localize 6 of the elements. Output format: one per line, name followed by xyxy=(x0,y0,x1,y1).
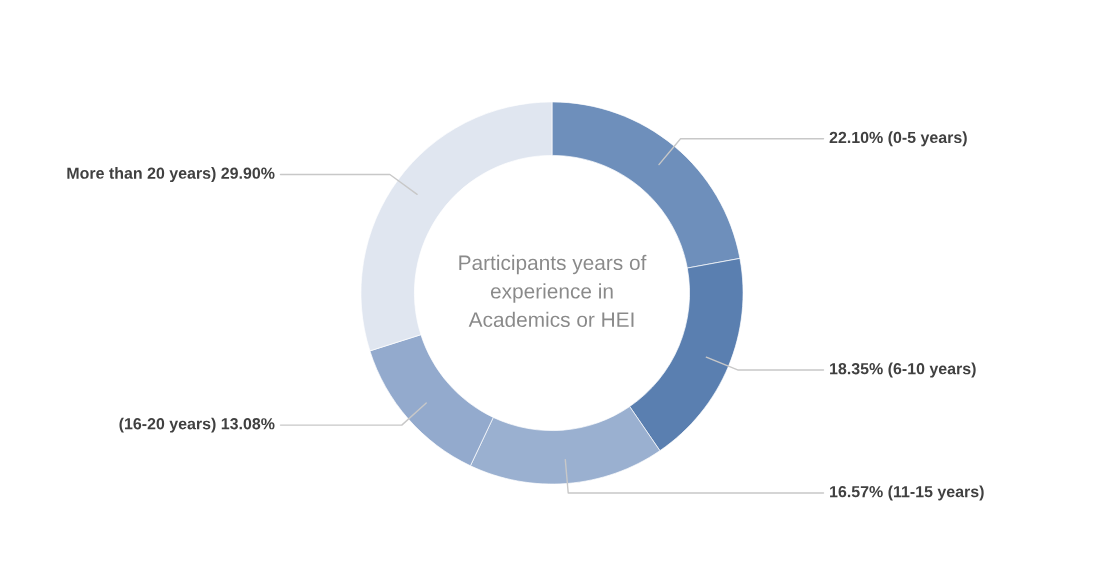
slice-label: 22.10% (0-5 years) xyxy=(829,131,967,147)
slice-label: 16.57% (11-15 years) xyxy=(830,485,984,501)
slice-label: (16-20 years) 13.08% xyxy=(119,417,275,433)
slice-label: 18.35% (6-10 years) xyxy=(830,362,976,378)
slice-label: More than 20 years) 29.90% xyxy=(67,167,275,183)
text: Participants years of experience in Academics or HEI xyxy=(459,254,647,328)
